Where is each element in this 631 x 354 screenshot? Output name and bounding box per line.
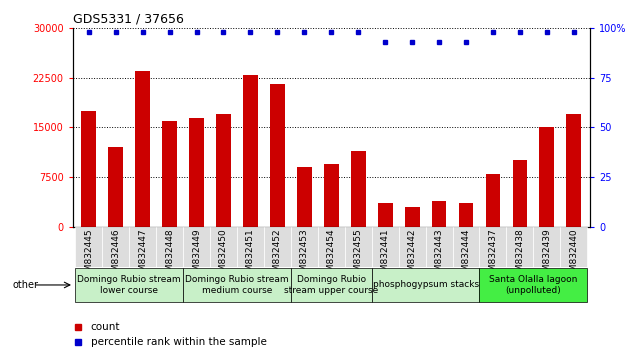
Bar (512, 160, 528, 227)
FancyBboxPatch shape (318, 227, 345, 267)
Text: GSM832446: GSM832446 (111, 229, 120, 283)
Bar (567, 114, 581, 227)
FancyBboxPatch shape (507, 227, 533, 267)
FancyBboxPatch shape (210, 227, 237, 267)
Text: GDS5331 / 37656: GDS5331 / 37656 (73, 13, 184, 26)
Bar (378, 204, 392, 227)
Text: GSM832453: GSM832453 (300, 229, 309, 283)
Text: phosphogypsum stacks: phosphogypsum stacks (372, 280, 479, 290)
FancyBboxPatch shape (237, 227, 264, 267)
FancyBboxPatch shape (372, 268, 480, 302)
Text: GSM832443: GSM832443 (435, 229, 444, 283)
Bar (297, 167, 312, 227)
Text: GSM832447: GSM832447 (138, 229, 147, 283)
Bar (189, 118, 204, 227)
Bar (324, 164, 339, 227)
FancyBboxPatch shape (183, 268, 291, 302)
FancyBboxPatch shape (75, 268, 183, 302)
FancyBboxPatch shape (372, 227, 399, 267)
Text: count: count (91, 321, 121, 332)
Bar (459, 204, 473, 227)
Text: GSM832441: GSM832441 (380, 229, 390, 283)
Text: Domingo Rubio
stream upper course: Domingo Rubio stream upper course (284, 275, 379, 295)
Bar (270, 85, 285, 227)
Text: GSM832449: GSM832449 (192, 229, 201, 283)
FancyBboxPatch shape (345, 227, 372, 267)
Text: GSM832448: GSM832448 (165, 229, 174, 283)
Text: GSM832438: GSM832438 (516, 229, 524, 283)
FancyBboxPatch shape (452, 227, 480, 267)
Text: Santa Olalla lagoon
(unpolluted): Santa Olalla lagoon (unpolluted) (489, 275, 577, 295)
Text: GSM832445: GSM832445 (84, 229, 93, 283)
Bar (540, 127, 554, 227)
FancyBboxPatch shape (129, 227, 156, 267)
Bar (216, 114, 231, 227)
Text: GSM832452: GSM832452 (273, 229, 282, 283)
FancyBboxPatch shape (560, 227, 587, 267)
Text: GSM832437: GSM832437 (488, 229, 497, 283)
Bar (404, 207, 420, 227)
Text: GSM832439: GSM832439 (543, 229, 551, 283)
FancyBboxPatch shape (399, 227, 425, 267)
FancyBboxPatch shape (102, 227, 129, 267)
Text: percentile rank within the sample: percentile rank within the sample (91, 337, 267, 348)
FancyBboxPatch shape (425, 227, 452, 267)
FancyBboxPatch shape (480, 268, 587, 302)
FancyBboxPatch shape (156, 227, 183, 267)
Text: GSM832454: GSM832454 (327, 229, 336, 283)
FancyBboxPatch shape (75, 227, 102, 267)
Bar (243, 75, 258, 227)
Text: GSM832450: GSM832450 (219, 229, 228, 283)
Bar (109, 147, 123, 227)
Text: GSM832442: GSM832442 (408, 229, 416, 283)
Bar (486, 174, 500, 227)
Text: Domingo Rubio stream
lower course: Domingo Rubio stream lower course (78, 275, 181, 295)
Text: Domingo Rubio stream
medium course: Domingo Rubio stream medium course (185, 275, 289, 295)
FancyBboxPatch shape (183, 227, 210, 267)
Bar (81, 111, 96, 227)
Bar (432, 201, 447, 227)
FancyBboxPatch shape (264, 227, 291, 267)
FancyBboxPatch shape (291, 227, 318, 267)
Text: GSM832440: GSM832440 (569, 229, 579, 283)
FancyBboxPatch shape (480, 227, 507, 267)
FancyBboxPatch shape (533, 227, 560, 267)
Bar (135, 71, 150, 227)
Text: GSM832444: GSM832444 (461, 229, 471, 283)
Text: GSM832451: GSM832451 (246, 229, 255, 283)
Text: GSM832455: GSM832455 (354, 229, 363, 283)
FancyBboxPatch shape (291, 268, 372, 302)
Text: other: other (13, 280, 38, 290)
Bar (162, 121, 177, 227)
Bar (351, 150, 365, 227)
